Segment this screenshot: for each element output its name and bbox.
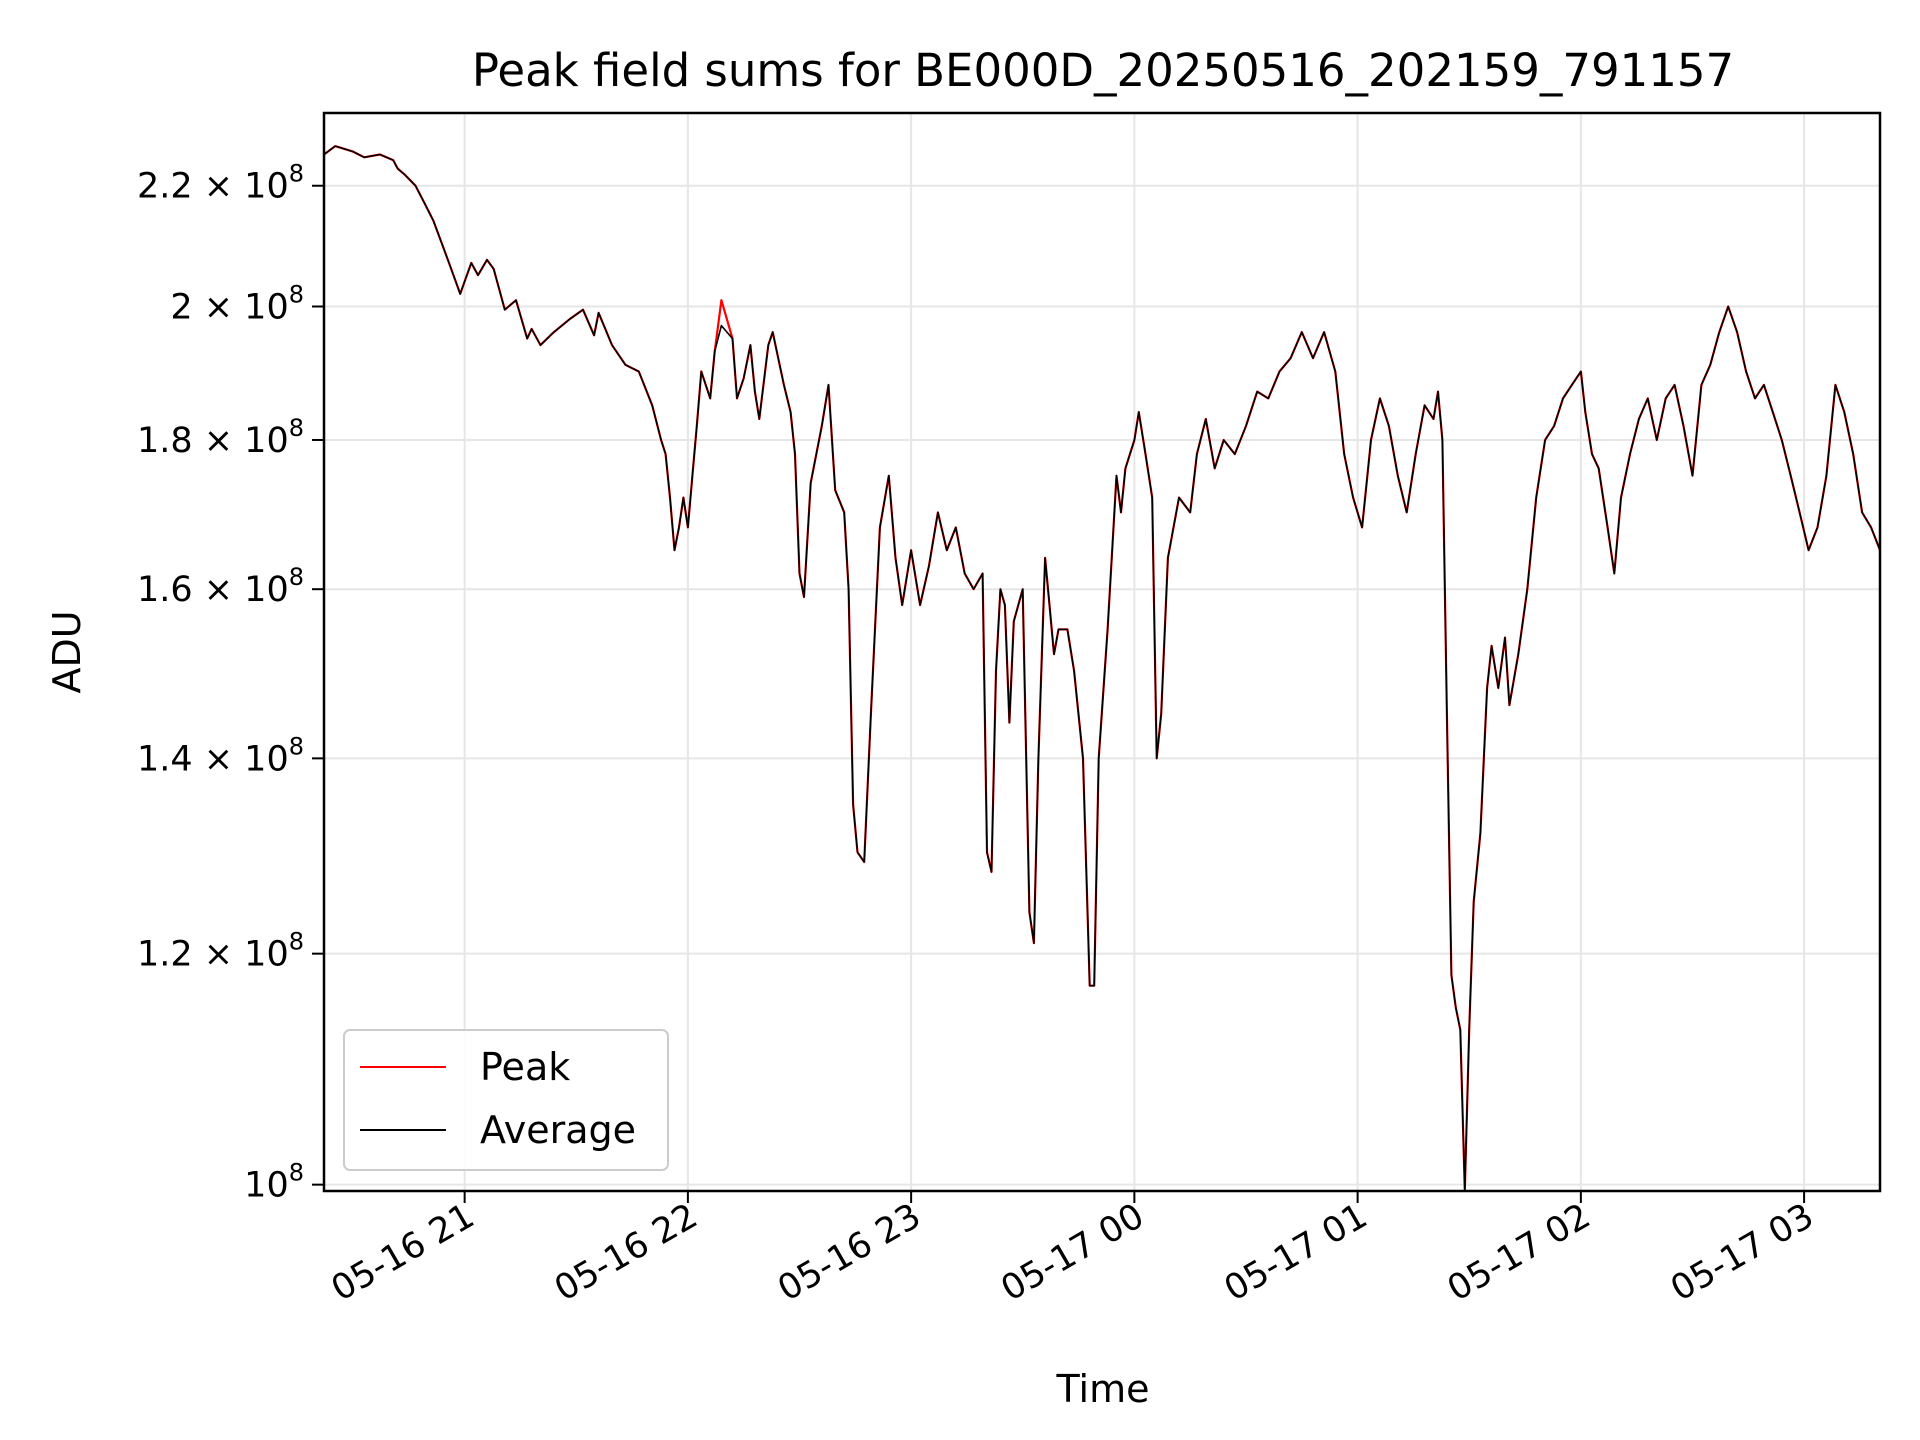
y-tick-label: 1.6 × 108 [137, 563, 304, 610]
series-layer [324, 145, 1880, 1191]
y-tick-label: 108 [244, 1159, 304, 1206]
series-line-average [324, 145, 1880, 1191]
y-axis-label: ADU [45, 610, 89, 693]
legend-label-average: Average [480, 1108, 636, 1152]
y-axis: 108 1.2 × 108 1.4 × 108 1.6 × 108 1.8 × 108 2… [137, 160, 324, 1206]
chart-title: Peak field sums for BE000D_20250516_2021… [472, 44, 1734, 97]
legend: Peak Average [343, 1029, 669, 1171]
grid [324, 113, 1880, 1191]
legend-box [343, 1029, 669, 1171]
legend-label-peak: Peak [480, 1045, 570, 1089]
y-tick-label: 1.8 × 108 [137, 414, 304, 461]
y-tick-label: 2 × 108 [170, 280, 304, 327]
y-tick-label: 1.2 × 108 [137, 928, 304, 975]
y-tick-label: 1.4 × 108 [137, 732, 304, 779]
x-axis-label: Time [1056, 1367, 1150, 1411]
plot-area-frame [322, 111, 1882, 1193]
y-tick-label: 2.2 × 108 [137, 160, 304, 207]
